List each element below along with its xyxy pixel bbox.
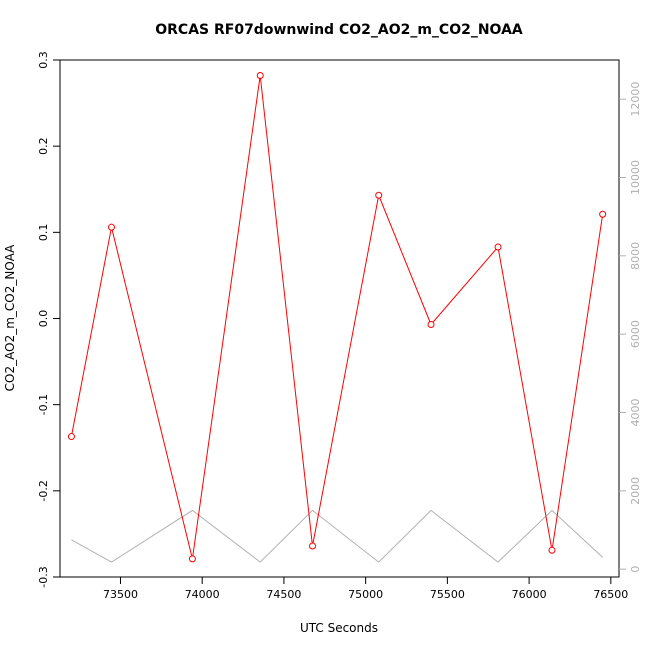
y-tick-label-3: 0.0 [37, 310, 50, 328]
y2-tick-label-5: 10000 [629, 160, 642, 195]
data-point-1 [107, 223, 115, 231]
y2-tick-label-0: 0 [629, 566, 642, 573]
y2-tick-label-3: 6000 [629, 320, 642, 348]
y-axis-right: 0 2000 4000 6000 8000 10000 12000 [619, 82, 642, 573]
data-point-8 [548, 546, 556, 554]
y2-tick-label-4: 8000 [629, 242, 642, 270]
y-tick-label-5: 0.2 [37, 137, 50, 155]
data-point-4 [309, 542, 317, 550]
series-right-line [71, 509, 604, 563]
y-axis-label: CO2_AO2_m_CO2_NOAA [3, 244, 17, 391]
x-tick-label-1: 74000 [185, 588, 220, 601]
plot-frame [59, 59, 620, 578]
data-point-0 [67, 433, 75, 441]
y-tick-label-2: -0.1 [37, 394, 50, 415]
x-tick-label-2: 74500 [266, 588, 301, 601]
x-axis: 73500 74000 74500 75000 75500 76000 76500 [103, 577, 628, 601]
y-tick-label-0: -0.3 [37, 566, 50, 587]
data-point-2 [188, 555, 196, 563]
chart-title: ORCAS RF07downwind CO2_AO2_m_CO2_NOAA [155, 22, 523, 38]
x-tick-label-3: 75000 [348, 588, 383, 601]
data-point-6 [427, 321, 435, 329]
x-tick-label-4: 75500 [430, 588, 465, 601]
x-tick-label-6: 76500 [593, 588, 628, 601]
x-tick-label-5: 76000 [512, 588, 547, 601]
x-tick-label-0: 73500 [103, 588, 138, 601]
data-point-7 [494, 243, 502, 251]
data-point-9 [599, 210, 607, 218]
y-tick-label-6: 0.3 [37, 51, 50, 69]
y2-tick-label-1: 2000 [629, 477, 642, 505]
y-tick-label-1: -0.2 [37, 480, 50, 501]
series-left-line [70, 75, 604, 560]
data-point-5 [375, 191, 383, 199]
y2-tick-label-2: 4000 [629, 399, 642, 427]
y2-tick-label-6: 12000 [629, 82, 642, 117]
y-tick-label-4: 0.1 [37, 224, 50, 242]
x-axis-label: UTC Seconds [300, 621, 378, 635]
data-point-3 [256, 72, 264, 80]
y-axis-left: -0.3 -0.2 -0.1 0.0 0.1 0.2 0.3 [37, 51, 60, 588]
series-layer [67, 72, 607, 563]
